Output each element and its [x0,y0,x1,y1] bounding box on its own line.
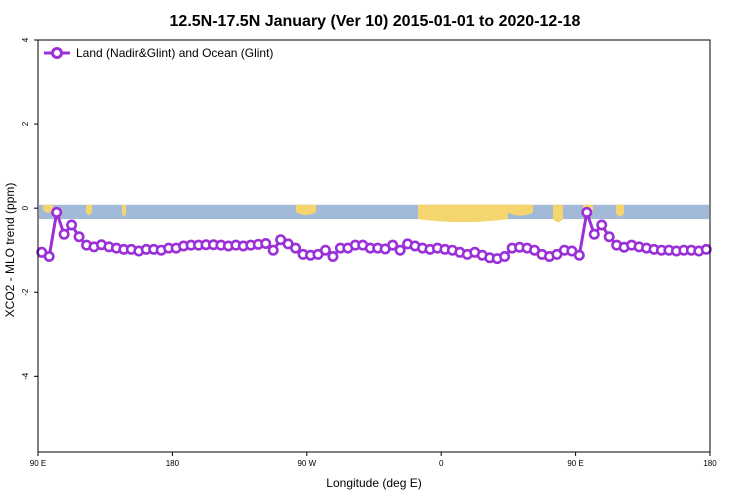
x-tick-label: 90 E [567,459,583,468]
data-point [581,206,593,218]
legend-marker [51,47,63,59]
data-point [700,243,712,255]
data-point [596,219,608,231]
chart-title: 12.5N-17.5N January (Ver 10) 2015-01-01 … [170,13,581,30]
land-patch [418,204,508,223]
series-layer [36,206,712,265]
x-axis-label: Longitude (deg E) [326,476,421,490]
data-point [290,242,302,254]
data-point [394,244,406,256]
land-patch [122,204,126,217]
ocean-band [39,204,709,220]
land-patch [553,204,563,223]
land-patch [616,204,624,217]
land-patch [43,204,53,213]
y-tick-label: -4 [21,372,30,380]
data-point [588,228,600,240]
data-point [73,231,85,243]
x-tick-label: 0 [439,459,444,468]
x-tick-label: 180 [703,459,717,468]
data-point [387,239,399,251]
land-patch [86,204,92,215]
data-point [327,251,339,263]
land-patch [296,204,316,215]
data-point [603,231,615,243]
y-axis: -4 -2 0 2 4 [21,37,38,380]
data-point [66,219,78,231]
plot-frame [37,39,711,453]
data-point [267,244,279,256]
x-axis: 90 E 180 90 W 0 90 E 180 [30,452,717,468]
y-tick-label: 4 [21,37,30,42]
data-point [51,206,63,218]
land-patch [508,204,533,216]
y-tick-label: 0 [21,205,30,210]
x-tick-label: 180 [166,459,180,468]
data-point [43,251,55,263]
y-axis-label: XCO2 - MLO trend (ppm) [3,183,17,318]
data-point [319,244,331,256]
y-tick-label: -2 [21,288,30,296]
data-point [58,228,70,240]
map-strip [39,204,709,223]
y-tick-label: 2 [21,121,30,126]
legend-entry: Land (Nadir&Glint) and Ocean (Glint) [76,46,273,60]
x-tick-label: 90 W [297,459,316,468]
data-point [573,249,585,261]
data-point [499,251,511,263]
data-point [260,237,272,249]
x-tick-label: 90 E [30,459,46,468]
legend: Land (Nadir&Glint) and Ocean (Glint) [44,46,273,60]
